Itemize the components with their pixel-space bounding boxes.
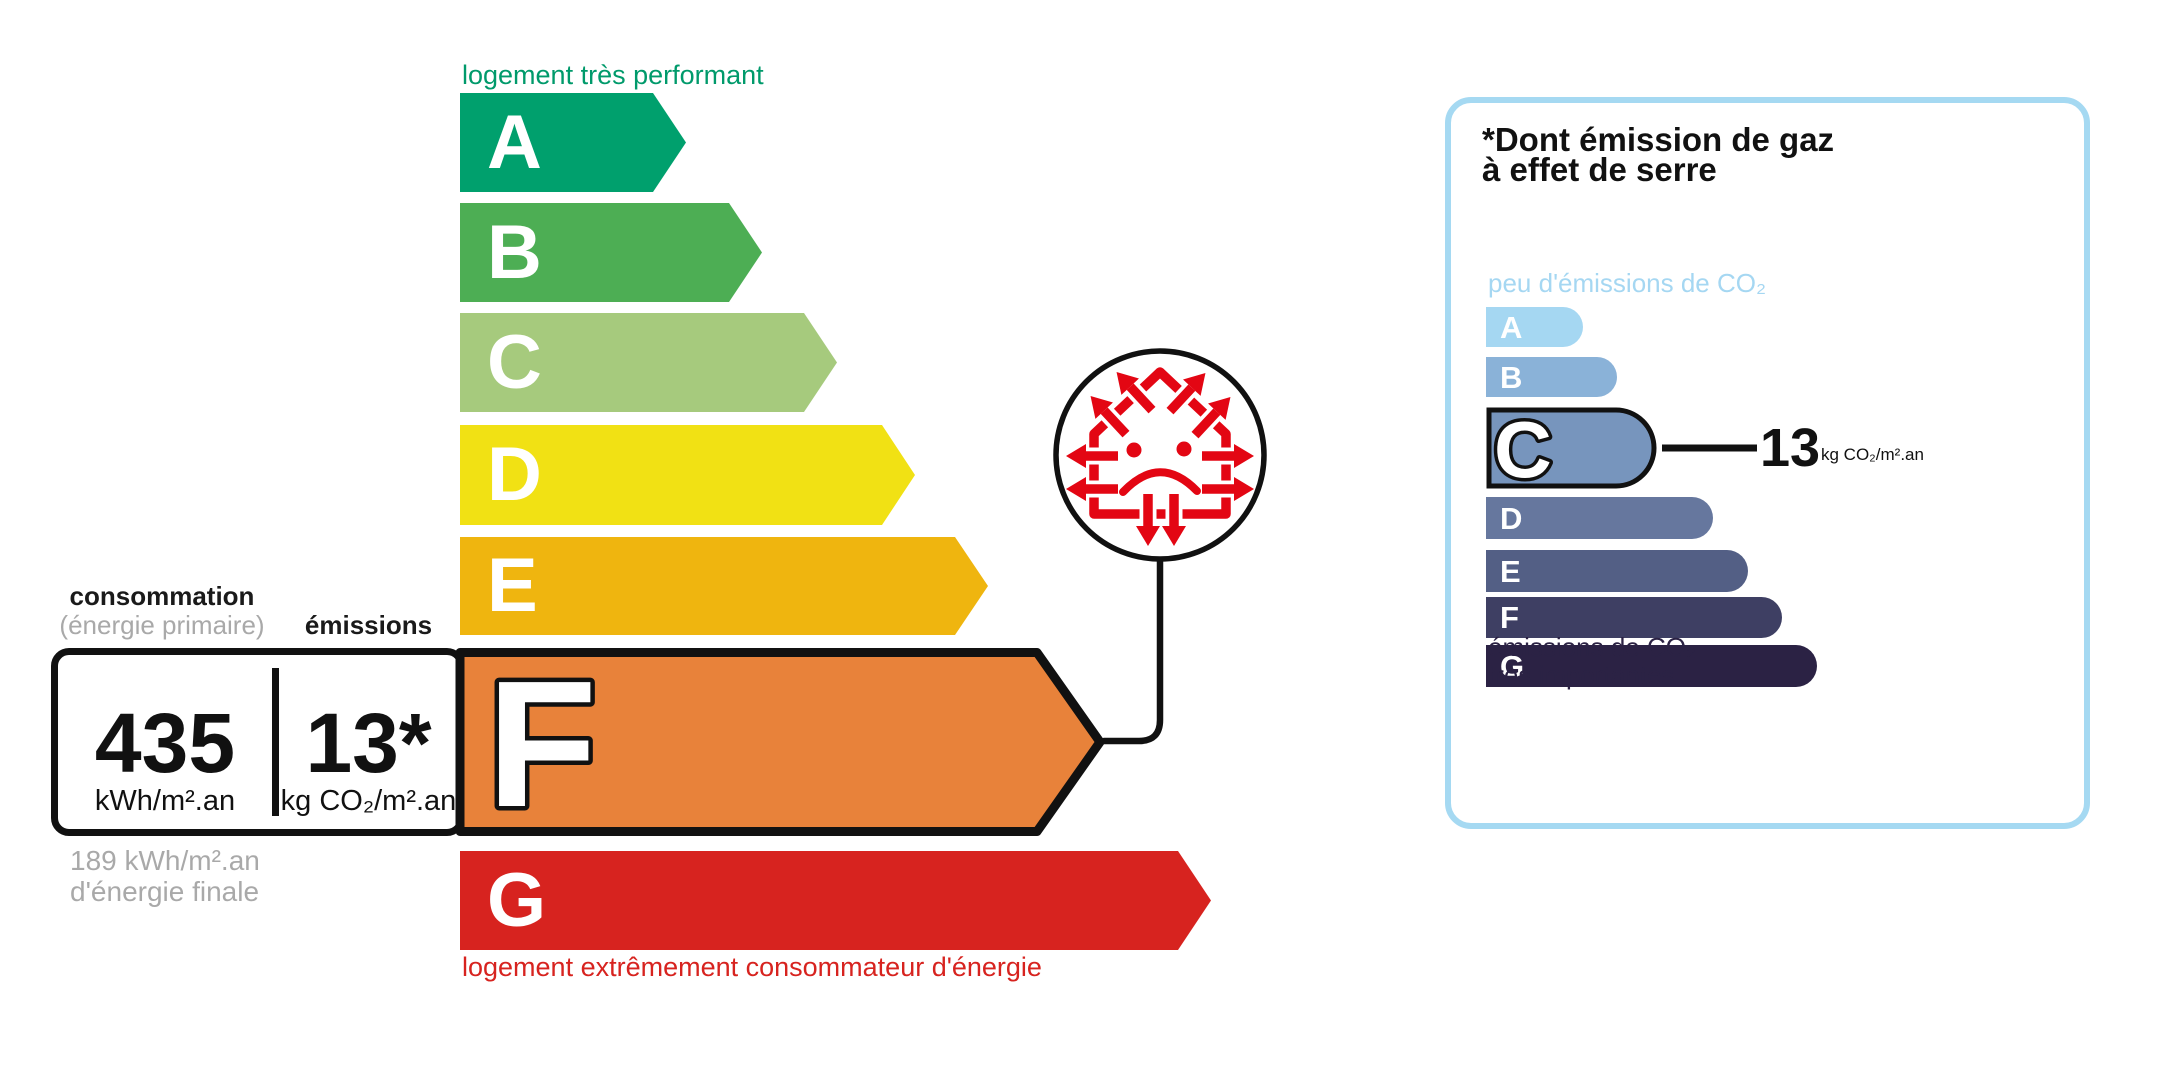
energy-grade-a-label: A bbox=[487, 99, 542, 185]
arrow-left-1 bbox=[1066, 444, 1118, 468]
final-energy-line1: 189 kWh/m².an bbox=[70, 845, 260, 876]
energy-grade-f-label: F bbox=[487, 644, 597, 845]
energy-bar-c: C bbox=[460, 313, 837, 412]
energy-scale-bottom-caption: logement extrêmement consommateur d'éner… bbox=[462, 952, 1042, 982]
house-frown bbox=[1119, 468, 1201, 496]
arrow-right-2 bbox=[1202, 477, 1254, 501]
energy-grade-b-label: B bbox=[487, 209, 542, 295]
co2-value-unit: kg CO₂/m².an bbox=[1821, 445, 1924, 464]
energy-scale-top-caption: logement très performant bbox=[462, 60, 764, 90]
co2-grade-b-label: B bbox=[1500, 359, 1523, 395]
co2-value: 13 bbox=[1760, 418, 1821, 478]
arrow-roof-right-1 bbox=[1165, 373, 1206, 416]
arrow-bottom-1 bbox=[1136, 494, 1160, 546]
arrow-roof-left-2 bbox=[1116, 372, 1157, 415]
emissions-value: 13* bbox=[305, 696, 432, 790]
emissions-unit: kg CO₂/m².an bbox=[280, 785, 457, 817]
emissions-label: émissions bbox=[304, 610, 433, 640]
badge-connector-line bbox=[1100, 556, 1164, 745]
energy-bar-g: G bbox=[460, 851, 1211, 950]
co2-grade-d-label: D bbox=[1500, 500, 1523, 536]
energy-bar-b: B bbox=[460, 203, 762, 302]
house-eye-left bbox=[1126, 442, 1142, 458]
co2-grade-g-label: G bbox=[1500, 648, 1525, 684]
arrow-left-2 bbox=[1066, 477, 1118, 501]
co2-bar-f: F bbox=[1486, 597, 1782, 638]
energy-bar-e: E bbox=[460, 537, 988, 635]
co2-scale-bottom-caption-line2: très importantes bbox=[1488, 660, 1675, 690]
value-box-divider bbox=[272, 668, 279, 816]
house-badge-circle bbox=[1053, 348, 1267, 562]
co2-grade-f-label: F bbox=[1500, 600, 1519, 635]
energy-grade-d-label: D bbox=[487, 432, 542, 517]
co2-bar-d: D bbox=[1486, 497, 1713, 539]
arrow-bottom-2 bbox=[1162, 494, 1186, 546]
energy-bar-a: A bbox=[460, 93, 686, 192]
house-eye-right bbox=[1176, 441, 1192, 457]
final-energy-line2: d'énergie finale bbox=[70, 876, 260, 907]
co2-grade-a-label: A bbox=[1500, 309, 1523, 345]
co2-bar-e: E bbox=[1486, 550, 1748, 592]
energy-grade-c-label: C bbox=[487, 319, 542, 405]
consumption-sublabel: (énergie primaire) bbox=[59, 610, 265, 640]
co2-bar-b: B bbox=[1486, 357, 1617, 397]
co2-panel-title-line2: à effet de serre bbox=[1482, 151, 1717, 188]
sad-house-icon bbox=[1066, 367, 1254, 546]
energy-bar-d: D bbox=[460, 425, 915, 525]
co2-scale-top-caption: peu d'émissions de CO₂ bbox=[1488, 268, 1767, 298]
consumption-value: 435 bbox=[94, 696, 236, 790]
consumption-unit: kWh/m².an bbox=[94, 785, 236, 817]
arrow-right-1 bbox=[1202, 444, 1254, 468]
co2-scale-bottom-caption-line1: émissions de CO₂ bbox=[1488, 632, 1697, 662]
energy-bar-f bbox=[455, 648, 1105, 836]
co2-grade-e-label: E bbox=[1500, 553, 1521, 589]
energy-grade-g-label: G bbox=[487, 857, 547, 943]
rating-value-box: 435 kWh/m².an 13* kg CO₂/m².an bbox=[51, 648, 465, 836]
co2-bar-g: G bbox=[1486, 645, 1817, 687]
energy-grade-e-label: E bbox=[487, 543, 538, 628]
arrow-roof-left-1 bbox=[1090, 396, 1131, 439]
consumption-label: consommation bbox=[69, 581, 255, 611]
co2-bar-a: A bbox=[1486, 307, 1583, 347]
arrow-roof-right-2 bbox=[1190, 397, 1231, 440]
house-outline bbox=[1089, 367, 1231, 519]
co2-panel-title-line1: *Dont émission de gaz bbox=[1482, 121, 1835, 158]
